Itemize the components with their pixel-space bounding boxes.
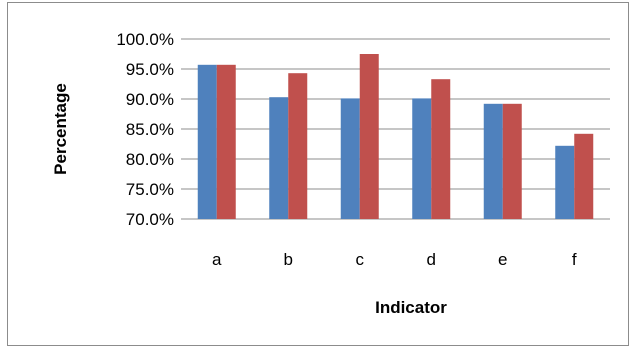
bar-series-1-a [197, 64, 217, 219]
bar-series-2-f [574, 133, 594, 219]
x-tick-labels: a b c d e f [212, 250, 577, 269]
y-tick-label: 75.0% [126, 180, 174, 199]
bar-series-1-e [483, 103, 503, 219]
y-tick-label: 100.0% [116, 30, 174, 49]
x-tick-label: e [498, 250, 507, 269]
bar-series-1-b [269, 97, 289, 219]
x-tick-label: b [284, 250, 293, 269]
y-tick-label: 80.0% [126, 150, 174, 169]
x-tick-label: a [212, 250, 222, 269]
chart-frame [7, 2, 629, 346]
bar-series-2-e [502, 103, 522, 219]
y-tick-labels: 70.0% 75.0% 80.0% 85.0% 90.0% 95.0% 100.0% [116, 30, 174, 229]
bar-series-2-b [288, 73, 308, 219]
x-tick-label: c [356, 250, 365, 269]
bar-series-1-c [340, 98, 360, 219]
bar-series-2-a [216, 64, 236, 219]
bar-series-1-d [412, 98, 432, 219]
y-tick-label: 85.0% [126, 120, 174, 139]
bar-series-2-c [359, 54, 379, 219]
bar-series-1-f [555, 145, 575, 219]
y-tick-label: 70.0% [126, 210, 174, 229]
x-tick-label: f [572, 250, 577, 269]
bars-layer [197, 54, 594, 219]
y-tick-label: 90.0% [126, 90, 174, 109]
grid-layer [181, 38, 610, 220]
bar-series-2-d [431, 79, 451, 219]
x-axis-title: Indicator [375, 298, 447, 317]
x-tick-label: d [427, 250, 436, 269]
y-axis-title: Percentage [51, 83, 70, 175]
y-tick-label: 95.0% [126, 60, 174, 79]
